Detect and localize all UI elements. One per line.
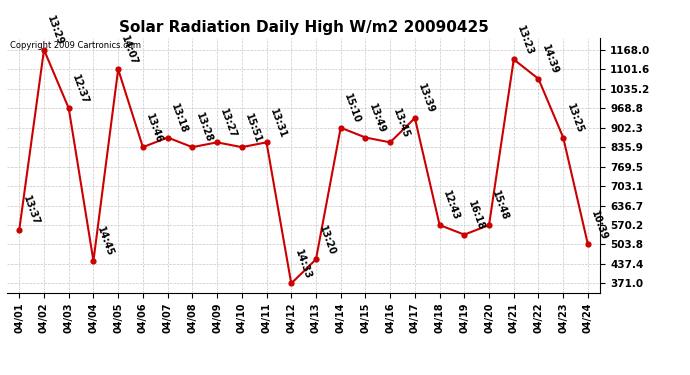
Text: 16:18: 16:18 <box>466 199 486 232</box>
Point <box>63 105 75 111</box>
Text: 13:29: 13:29 <box>46 15 66 47</box>
Point <box>137 144 148 150</box>
Point <box>88 258 99 264</box>
Text: 13:20: 13:20 <box>317 224 337 256</box>
Text: 15:10: 15:10 <box>342 92 362 125</box>
Text: 15:48: 15:48 <box>491 190 511 222</box>
Text: 13:31: 13:31 <box>268 107 288 140</box>
Text: 14:07: 14:07 <box>119 34 139 66</box>
Point <box>14 227 25 233</box>
Point <box>112 66 124 72</box>
Point <box>261 140 272 146</box>
Point <box>509 56 520 62</box>
Point <box>582 242 593 248</box>
Point <box>459 232 470 238</box>
Point <box>409 115 420 121</box>
Text: 12:37: 12:37 <box>70 73 90 105</box>
Text: Copyright 2009 Cartronics.com: Copyright 2009 Cartronics.com <box>10 41 141 50</box>
Text: 13:49: 13:49 <box>367 102 387 135</box>
Text: 13:46: 13:46 <box>144 112 164 144</box>
Point <box>212 140 223 146</box>
Point <box>558 135 569 141</box>
Text: 13:27: 13:27 <box>219 107 239 140</box>
Text: 13:39: 13:39 <box>416 83 436 115</box>
Point <box>39 47 50 53</box>
Title: Solar Radiation Daily High W/m2 20090425: Solar Radiation Daily High W/m2 20090425 <box>119 20 489 35</box>
Text: 12:43: 12:43 <box>441 190 461 222</box>
Text: 13:45: 13:45 <box>391 107 411 140</box>
Text: 13:18: 13:18 <box>169 102 189 135</box>
Text: 14:45: 14:45 <box>95 225 115 258</box>
Point <box>286 280 297 286</box>
Point <box>384 140 395 146</box>
Point <box>360 135 371 141</box>
Text: 13:28: 13:28 <box>194 112 214 144</box>
Text: 10:39: 10:39 <box>589 209 609 242</box>
Text: 13:25: 13:25 <box>564 102 584 135</box>
Point <box>162 135 173 141</box>
Point <box>484 222 495 228</box>
Point <box>187 144 198 150</box>
Text: 13:23: 13:23 <box>515 24 535 57</box>
Text: 14:33: 14:33 <box>293 248 313 280</box>
Text: 13:37: 13:37 <box>21 195 41 227</box>
Point <box>533 76 544 82</box>
Point <box>434 222 445 228</box>
Point <box>310 256 322 262</box>
Point <box>236 144 247 150</box>
Text: 15:51: 15:51 <box>243 112 263 144</box>
Text: 14:39: 14:39 <box>540 44 560 76</box>
Point <box>335 125 346 131</box>
